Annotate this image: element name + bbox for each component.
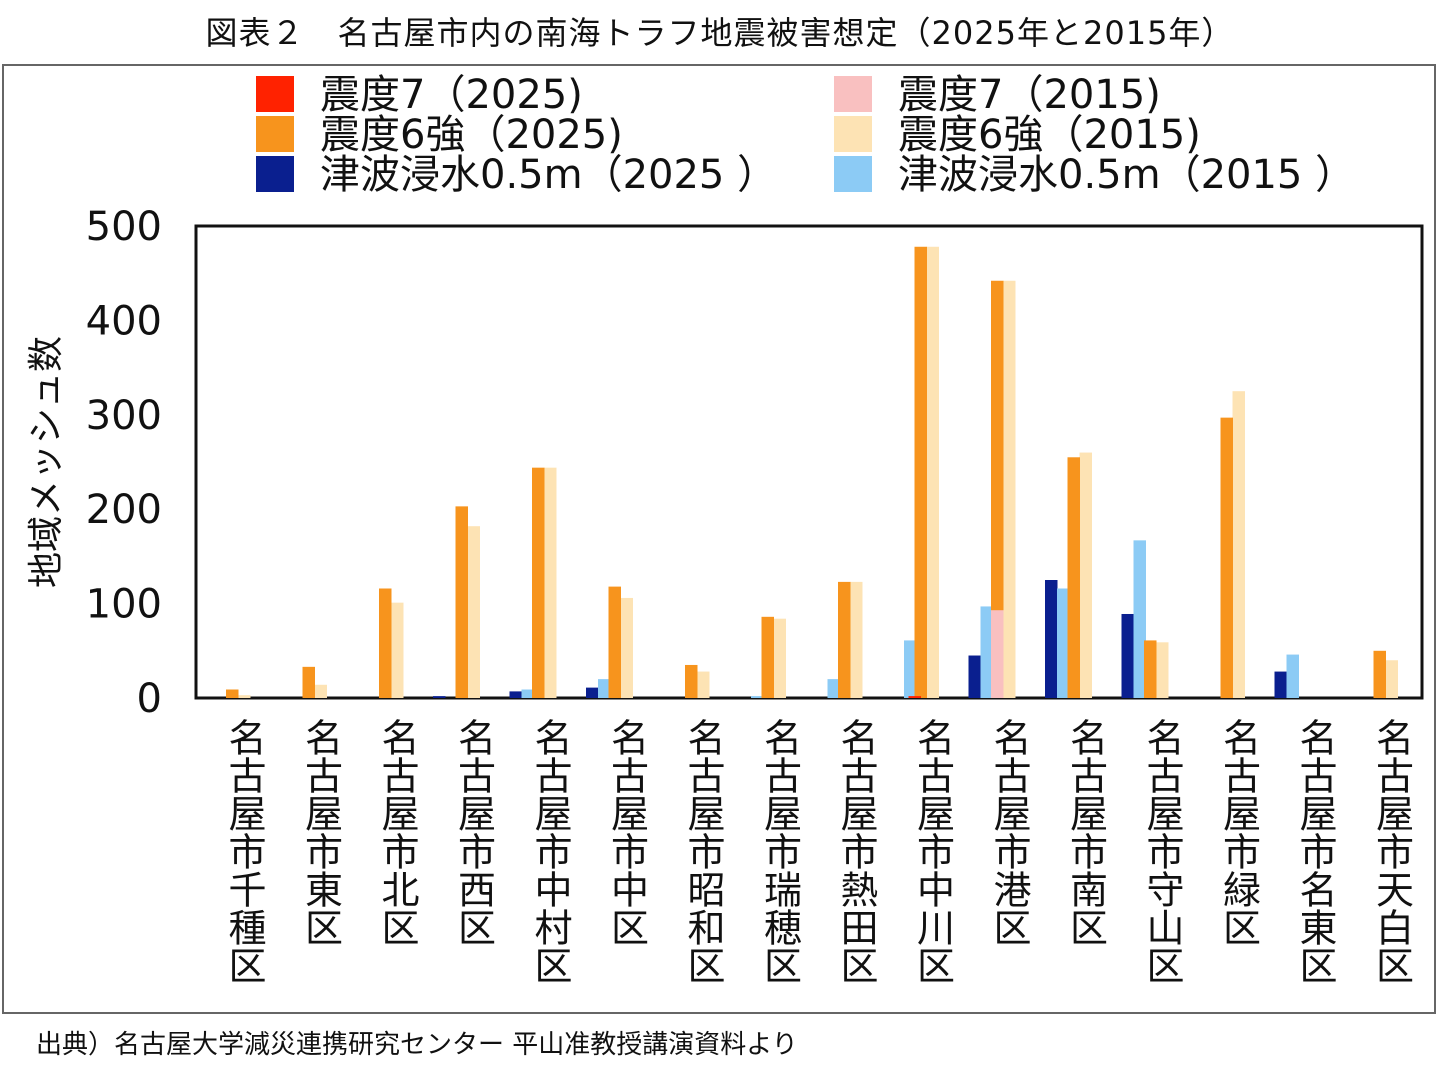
category-label: 名古屋市中区 <box>605 718 649 946</box>
bar <box>968 655 981 698</box>
bar <box>1121 613 1134 698</box>
bar <box>521 689 534 698</box>
bar <box>509 691 522 698</box>
chart-frame <box>2 64 1436 1014</box>
bars <box>226 246 1398 698</box>
legend-label: 震度6強（2015) <box>898 112 1201 158</box>
y-tick-label: 400 <box>86 298 162 344</box>
y-tick-label: 200 <box>86 487 162 533</box>
bar <box>761 616 774 698</box>
bar <box>904 640 917 698</box>
legend-label: 震度7（2015) <box>898 72 1161 118</box>
y-tick-label: 100 <box>86 582 162 628</box>
legend-label: 震度6強（2025) <box>320 112 623 158</box>
legend-label: 震度7（2025) <box>320 72 583 118</box>
bar <box>914 246 927 698</box>
category-label: 名古屋市天白区 <box>1370 718 1414 984</box>
category-label: 名古屋市名東区 <box>1293 718 1337 984</box>
bar <box>1232 391 1245 698</box>
bar <box>1286 654 1299 698</box>
bar <box>1156 642 1169 698</box>
category-label: 名古屋市熱田区 <box>834 718 878 984</box>
bar <box>838 581 851 698</box>
bar <box>586 687 599 698</box>
bar <box>980 606 993 698</box>
bar <box>1144 640 1157 698</box>
category-label: 名古屋市中村区 <box>528 718 572 984</box>
bar <box>685 664 698 698</box>
bar <box>1003 280 1016 698</box>
bar <box>751 696 764 698</box>
bar <box>1045 580 1058 698</box>
y-axis-label: 地域メッシュ数 <box>26 336 67 588</box>
category-label: 名古屋市瑞穂区 <box>758 718 802 984</box>
bar <box>991 280 1004 698</box>
source-note: 出典）名古屋大学減災連携研究センター 平山准教授講演資料より <box>36 1030 798 1060</box>
bar <box>433 696 446 698</box>
category-label: 名古屋市南区 <box>1064 718 1108 946</box>
bar <box>850 581 863 698</box>
bar <box>1220 417 1233 698</box>
category-label: 名古屋市西区 <box>452 718 496 946</box>
category-label: 名古屋市千種区 <box>222 718 266 984</box>
x-axis: 名古屋市千種区 名古屋市東区 名古屋市北区 名古屋市西区 名古屋市中村区 名古屋市中区 名古… <box>222 718 1414 984</box>
category-label: 名古屋市中川区 <box>911 718 955 984</box>
bar <box>238 695 251 698</box>
bar <box>302 666 315 698</box>
legend: 震度7（2025)震度6強（2025)津波浸水0.5m（2025 ） 震度7（20… <box>256 72 1355 198</box>
legend-label: 津波浸水0.5m（2025 ） <box>320 152 777 198</box>
legend-label: 津波浸水0.5m（2015 ） <box>898 152 1355 198</box>
bar <box>391 602 404 698</box>
legend-swatch <box>256 156 294 192</box>
bar <box>467 526 480 698</box>
legend-swatch <box>834 116 872 152</box>
legend-swatch <box>834 76 872 112</box>
bar <box>827 679 840 698</box>
bar <box>697 671 710 698</box>
bar <box>226 689 239 698</box>
bar <box>544 467 557 698</box>
bar <box>926 246 939 698</box>
category-label: 名古屋市港区 <box>987 718 1031 946</box>
y-axis: 0 100 200 300 400 500 <box>86 204 162 722</box>
bar <box>773 618 786 698</box>
bar <box>620 597 633 698</box>
bar <box>1373 650 1386 698</box>
bar <box>991 610 1004 698</box>
plot-area <box>194 224 1424 700</box>
legend-swatch <box>256 116 294 152</box>
legend-swatch <box>834 156 872 192</box>
bar <box>1274 671 1287 698</box>
y-tick-label: 300 <box>86 393 162 439</box>
bar <box>455 506 468 698</box>
y-tick-label: 500 <box>86 204 162 250</box>
category-label: 名古屋市守山区 <box>1140 718 1184 984</box>
bar <box>1057 588 1070 698</box>
bar <box>1385 660 1398 698</box>
y-tick-label: 0 <box>137 676 162 722</box>
bar <box>379 588 392 698</box>
category-label: 名古屋市緑区 <box>1217 718 1261 946</box>
bar <box>608 586 621 698</box>
bar <box>314 684 327 698</box>
bar <box>908 696 921 698</box>
chart-title: 図表２ 名古屋市内の南海トラフ地震被害想定（2025年と2015年） <box>205 14 1235 52</box>
category-label: 名古屋市北区 <box>375 718 419 946</box>
category-label: 名古屋市昭和区 <box>681 718 725 984</box>
bar <box>1133 540 1146 698</box>
bar <box>1079 452 1092 698</box>
legend-swatch <box>256 76 294 112</box>
bar <box>532 467 545 698</box>
category-label: 名古屋市東区 <box>299 718 343 946</box>
bar <box>598 679 611 698</box>
bar <box>1067 457 1080 698</box>
